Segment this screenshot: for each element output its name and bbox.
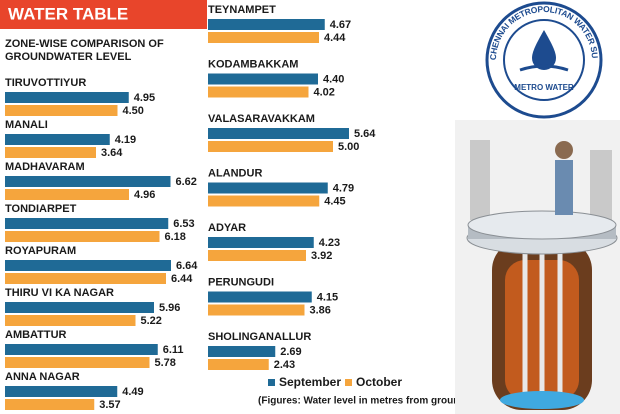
- value-label: 4.96: [134, 189, 155, 201]
- bar: [208, 291, 312, 303]
- value-label: 5.00: [338, 141, 359, 153]
- value-label: 6.62: [176, 176, 197, 188]
- value-label: 5.96: [159, 302, 180, 314]
- bar: [5, 176, 171, 187]
- water: [500, 391, 584, 409]
- bar: [208, 237, 314, 248]
- bar: [208, 32, 319, 43]
- category-label: VALASARAVAKKAM: [208, 113, 315, 125]
- legend-label: September: [279, 375, 341, 389]
- value-label: 4.95: [134, 92, 155, 104]
- bar: [5, 315, 136, 326]
- building: [590, 150, 612, 220]
- bar: [5, 260, 171, 271]
- legend-label: October: [356, 375, 402, 389]
- building: [470, 140, 490, 220]
- bar: [5, 399, 95, 410]
- bar: [208, 182, 328, 194]
- category-label: THIRU VI KA NAGAR: [5, 287, 114, 299]
- category-label: KODAMBAKKAM: [208, 58, 298, 70]
- value-label: 6.44: [171, 273, 193, 285]
- logo-drop: [532, 30, 556, 70]
- bar: [5, 134, 110, 145]
- value-label: 3.86: [310, 304, 331, 316]
- bar: [208, 359, 269, 370]
- bar: [5, 105, 118, 116]
- value-label: 4.49: [122, 386, 143, 398]
- bar: [208, 73, 318, 85]
- category-label: MANALI: [5, 119, 48, 131]
- category-label: PERUNGUDI: [208, 276, 274, 288]
- bar: [208, 195, 320, 207]
- bar: [5, 147, 96, 158]
- value-label: 5.64: [354, 128, 376, 140]
- legend-swatch: [345, 379, 352, 386]
- bar: [208, 19, 325, 30]
- subtitle: GROUNDWATER LEVEL: [5, 51, 132, 63]
- logo-wave: [519, 64, 569, 72]
- value-label: 4.50: [123, 105, 144, 117]
- value-label: 3.64: [101, 147, 123, 159]
- bar: [5, 189, 129, 200]
- bar: [5, 218, 169, 229]
- value-label: 4.23: [319, 237, 340, 249]
- value-label: 6.53: [173, 218, 194, 230]
- value-label: 5.22: [141, 315, 162, 327]
- value-label: 4.45: [324, 195, 345, 207]
- bar: [5, 273, 166, 284]
- bar: [208, 304, 305, 316]
- category-label: TONDIARPET: [5, 203, 77, 215]
- category-label: SHOLINGANALLUR: [208, 331, 311, 343]
- bar: [208, 86, 309, 98]
- value-label: 4.79: [333, 182, 354, 194]
- value-label: 5.78: [155, 357, 176, 369]
- bar: [5, 386, 118, 397]
- subtitle: ZONE-WISE COMPARISON OF: [5, 38, 164, 50]
- value-label: 2.69: [280, 346, 301, 358]
- title: WATER TABLE: [8, 4, 128, 23]
- value-label: 6.64: [176, 260, 198, 272]
- category-label: ROYAPURAM: [5, 245, 76, 257]
- bar: [5, 92, 129, 103]
- category-label: ADYAR: [208, 222, 246, 234]
- category-label: ANNA NAGAR: [5, 371, 80, 383]
- illustration: [455, 120, 620, 414]
- category-label: MADHAVARAM: [5, 161, 85, 173]
- value-label: 6.11: [163, 344, 184, 356]
- value-label: 3.57: [99, 399, 120, 411]
- value-label: 4.67: [330, 19, 351, 31]
- bar: [5, 302, 154, 313]
- category-label: ALANDUR: [208, 167, 262, 179]
- well-top: [467, 210, 617, 240]
- value-label: 3.92: [311, 250, 332, 262]
- bar: [5, 231, 160, 242]
- bar: [5, 344, 158, 355]
- value-label: 4.19: [115, 134, 136, 146]
- bar: [208, 141, 333, 152]
- value-label: 6.18: [165, 231, 186, 243]
- bar: [5, 357, 150, 368]
- category-label: AMBATTUR: [5, 329, 67, 341]
- title-box: [0, 0, 207, 29]
- value-label: 4.40: [323, 73, 344, 85]
- value-label: 4.02: [314, 86, 335, 98]
- value-label: 4.15: [317, 291, 338, 303]
- bar: [208, 250, 306, 261]
- logo-name: METRO WATER: [514, 83, 574, 92]
- worker: [555, 160, 573, 215]
- bar: [208, 346, 276, 357]
- category-label: TIRUVOTTIYUR: [5, 77, 86, 89]
- value-label: 2.43: [274, 359, 295, 371]
- bar: [208, 128, 349, 139]
- category-label: TEYNAMPET: [208, 4, 276, 16]
- legend-swatch: [268, 379, 275, 386]
- value-label: 4.44: [324, 32, 346, 44]
- footnote: (Figures: Water level in metres from gro…: [258, 396, 494, 407]
- worker-head: [555, 141, 573, 159]
